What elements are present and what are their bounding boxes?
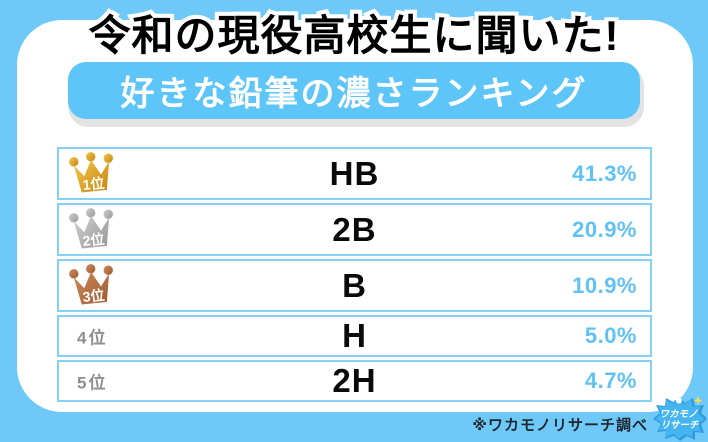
subtitle-text: 好きな鉛筆の濃さランキング: [120, 75, 588, 113]
table-row-rank4: 4位 H 5.0%: [57, 315, 652, 357]
rank-label: 3位: [82, 286, 105, 304]
subtitle-banner: 好きな鉛筆の濃さランキング: [68, 62, 640, 119]
pencil-grade: 2B: [332, 210, 377, 248]
rank-label: 1位: [82, 174, 105, 192]
table-row-rank3: 3位 B 10.9%: [57, 259, 652, 312]
table-row-rank1: 1位 HB 41.3%: [57, 147, 652, 200]
pencil-grade: B: [342, 266, 367, 304]
gold-crown-icon: 1位: [69, 151, 116, 196]
share-value: 20.9%: [572, 216, 637, 242]
logo-text-line2: リサーチ: [660, 420, 700, 431]
wakamono-research-logo-icon: ワカモノ リサーチ: [650, 393, 708, 441]
logo-text-line1: ワカモノ: [659, 409, 698, 420]
share-value: 41.3%: [572, 160, 637, 186]
rank-label: 5位: [77, 373, 108, 393]
sparkle-icon: [693, 396, 703, 405]
share-value: 4.7%: [584, 368, 637, 393]
share-value: 10.9%: [572, 272, 637, 298]
table-row-rank2: 2位 2B 20.9%: [57, 203, 652, 256]
rank-label: 2位: [82, 230, 105, 248]
pencil-grade: H: [342, 316, 367, 354]
pencil-grade: HB: [329, 154, 380, 192]
share-value: 5.0%: [584, 323, 637, 348]
ranking-table: 1位 HB 41.3% 2位: [57, 147, 652, 402]
source-note: ※ワカモノリサーチ調べ: [472, 417, 648, 434]
rank-label: 4位: [77, 328, 108, 348]
pencil-grade: 2H: [332, 361, 377, 399]
table-row-rank5: 5位 2H 4.7%: [57, 360, 652, 402]
silver-crown-icon: 2位: [69, 207, 116, 252]
page-title: 令和の現役高校生に聞いた!: [85, 8, 623, 63]
bronze-crown-icon: 3位: [69, 263, 116, 308]
